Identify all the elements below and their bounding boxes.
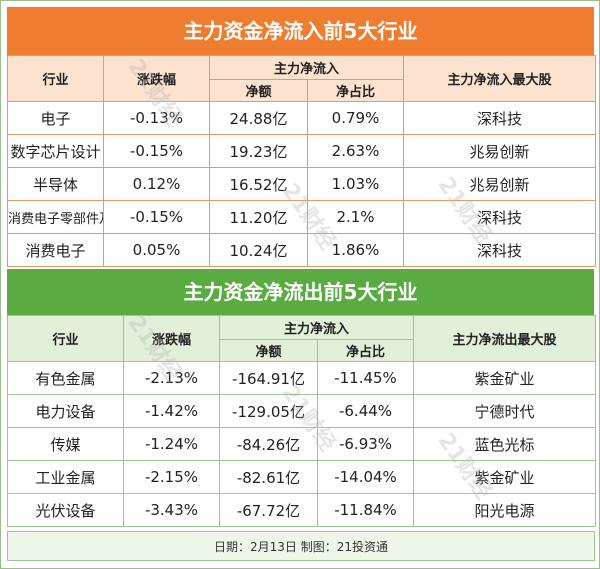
stock-cell: 兆易创新 — [403, 167, 597, 201]
net-cell: -82.61亿 — [219, 460, 318, 494]
inflow-header-ratio: 净占比 — [306, 79, 405, 102]
table-row: 有色金属 -2.13% -164.91亿 -11.45% 紫金矿业 — [7, 361, 597, 395]
stock-cell: 蓝色光标 — [413, 427, 597, 461]
ratio-cell: -6.44% — [316, 394, 415, 428]
industry-cell: 电力设备 — [7, 394, 124, 428]
industry-cell: 消费电子 — [7, 233, 104, 267]
ratio-cell: -14.04% — [316, 460, 415, 494]
stock-cell: 紫金矿业 — [413, 361, 597, 395]
change-cell: 0.12% — [103, 167, 210, 201]
net-cell: 19.23亿 — [209, 134, 308, 168]
net-cell: 10.24亿 — [209, 233, 308, 267]
industry-cell: 光伏设备 — [7, 493, 124, 527]
net-cell: -67.72亿 — [219, 493, 318, 527]
outflow-header-ratio: 净占比 — [316, 339, 415, 362]
table-row: 工业金属 -2.15% -82.61亿 -14.04% 紫金矿业 — [7, 460, 597, 494]
table-row: 电子 -0.13% 24.88亿 0.79% 深科技 — [7, 101, 597, 135]
net-cell: -164.91亿 — [219, 361, 318, 395]
ratio-cell: 1.86% — [306, 233, 405, 267]
net-cell: 16.52亿 — [209, 167, 308, 201]
outflow-header-top-stock: 主力净流出最大股 — [413, 315, 597, 362]
ratio-cell: -11.45% — [316, 361, 415, 395]
stock-cell: 宁德时代 — [413, 394, 597, 428]
table-row: 数字芯片设计 -0.15% 19.23亿 2.63% 兆易创新 — [7, 134, 597, 168]
table-row: 消费电子 0.05% 10.24亿 1.86% 深科技 — [7, 233, 597, 267]
industry-cell: 传媒 — [7, 427, 124, 461]
stock-cell: 深科技 — [403, 200, 597, 234]
industry-cell: 有色金属 — [7, 361, 124, 395]
outflow-header-group: 主力净流入 — [218, 315, 415, 340]
change-cell: -2.13% — [123, 361, 220, 395]
inflow-table: 行业 涨跌幅 主力净流入 主力净流入最大股 净额 净占比 电子 -0.13% 2… — [7, 55, 597, 267]
inflow-header-top-stock: 主力净流入最大股 — [403, 55, 597, 102]
stock-cell: 阳光电源 — [413, 493, 597, 527]
change-cell: -1.42% — [123, 394, 220, 428]
change-cell: -1.24% — [123, 427, 220, 461]
stock-cell: 深科技 — [403, 233, 597, 267]
stock-cell: 深科技 — [403, 101, 597, 135]
inflow-header-change: 涨跌幅 — [103, 55, 210, 102]
stock-cell: 紫金矿业 — [413, 460, 597, 494]
outflow-header-net: 净额 — [219, 339, 318, 362]
ratio-cell: -11.84% — [316, 493, 415, 527]
outflow-header-change: 涨跌幅 — [123, 315, 220, 362]
inflow-header-group: 主力净流入 — [208, 55, 405, 80]
inflow-header-net: 净额 — [209, 79, 308, 102]
stock-cell: 兆易创新 — [403, 134, 597, 168]
ratio-cell: 0.79% — [306, 101, 405, 135]
change-cell: -2.15% — [123, 460, 220, 494]
ratio-cell: -6.93% — [316, 427, 415, 461]
industry-cell: 消费电子零部件及组装 — [7, 200, 104, 234]
inflow-header-industry: 行业 — [7, 55, 104, 102]
industry-cell: 工业金属 — [7, 460, 124, 494]
outflow-title: 主力资金净流出前5大行业 — [7, 269, 594, 315]
ratio-cell: 2.1% — [306, 200, 405, 234]
inflow-title: 主力资金净流入前5大行业 — [7, 7, 594, 55]
net-cell: -84.26亿 — [219, 427, 318, 461]
outflow-table: 行业 涨跌幅 主力净流入 主力净流出最大股 净额 净占比 有色金属 -2.13%… — [7, 315, 597, 527]
footer-credit: 日期：2月13日 制图：21投资通 — [7, 531, 595, 561]
change-cell: 0.05% — [103, 233, 210, 267]
industry-cell: 半导体 — [7, 167, 104, 201]
change-cell: -0.15% — [103, 134, 210, 168]
table-row: 消费电子零部件及组装 -0.15% 11.20亿 2.1% 深科技 — [7, 200, 597, 234]
net-cell: 24.88亿 — [209, 101, 308, 135]
change-cell: -0.15% — [103, 200, 210, 234]
table-row: 电力设备 -1.42% -129.05亿 -6.44% 宁德时代 — [7, 394, 597, 428]
net-cell: -129.05亿 — [219, 394, 318, 428]
ratio-cell: 2.63% — [306, 134, 405, 168]
table-row: 传媒 -1.24% -84.26亿 -6.93% 蓝色光标 — [7, 427, 597, 461]
industry-cell: 数字芯片设计 — [7, 134, 104, 168]
industry-cell: 电子 — [7, 101, 104, 135]
table-row: 光伏设备 -3.43% -67.72亿 -11.84% 阳光电源 — [7, 493, 597, 527]
ratio-cell: 1.03% — [306, 167, 405, 201]
change-cell: -0.13% — [103, 101, 210, 135]
net-cell: 11.20亿 — [209, 200, 308, 234]
change-cell: -3.43% — [123, 493, 220, 527]
table-row: 半导体 0.12% 16.52亿 1.03% 兆易创新 — [7, 167, 597, 201]
outflow-header-industry: 行业 — [7, 315, 124, 362]
